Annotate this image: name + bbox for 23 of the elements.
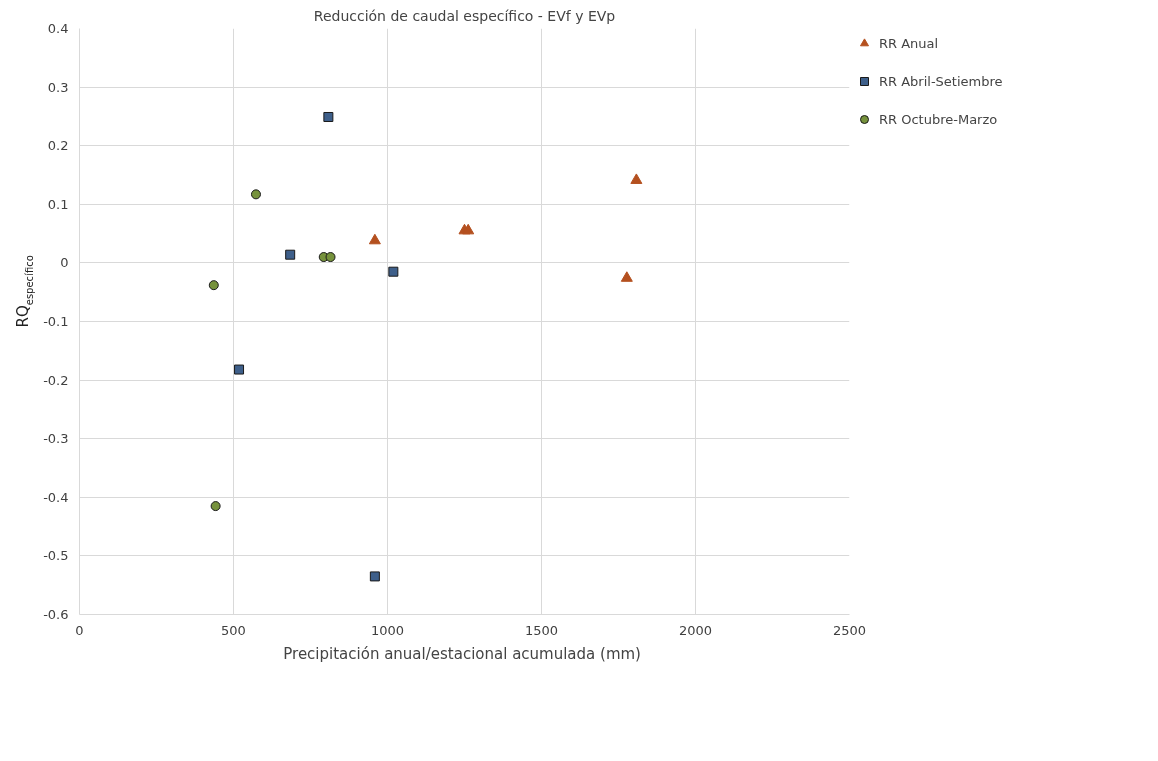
y-axis-title: RQespecífico [13, 255, 35, 328]
legend-label: RR Abril-Setiembre [879, 73, 1003, 89]
chart-title: Reducción de caudal específico - EVf y EVp [313, 7, 616, 24]
y-tick-label: 0.4 [47, 21, 69, 36]
x-tick-label: 1500 [524, 622, 559, 638]
y-tick-label: 0.1 [47, 196, 69, 212]
x-axis-title: Precipitación anual/estacional acumulada (mm) [283, 644, 641, 663]
y-tick-label: -0.3 [43, 431, 69, 447]
y-tick-label: 0 [60, 255, 69, 271]
y-tick-label: -0.2 [43, 372, 69, 388]
legend-label: RR Anual [879, 35, 939, 51]
x-tick-label: 1000 [370, 622, 405, 638]
x-tick-label: 2500 [832, 622, 867, 638]
x-tick-label: 2000 [678, 622, 713, 638]
x-tick-label: 500 [221, 622, 246, 638]
y-tick-label: -0.4 [43, 489, 69, 505]
x-tick-label: 0 [75, 622, 84, 638]
y-tick-label: 0.2 [47, 138, 69, 154]
y-tick-label: -0.6 [43, 607, 69, 622]
y-tick-label: 0.3 [47, 79, 69, 95]
y-tick-label: -0.1 [43, 314, 69, 329]
y-tick-label: -0.5 [43, 548, 69, 564]
legend-label: RR Octubre-Marzo [879, 111, 998, 127]
